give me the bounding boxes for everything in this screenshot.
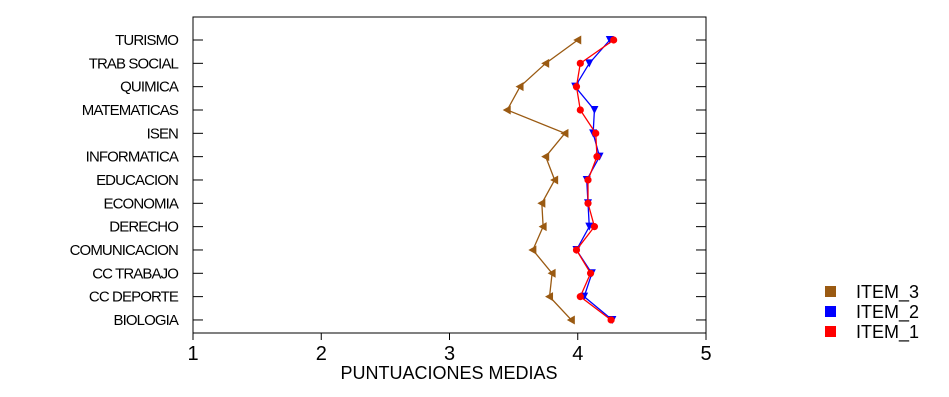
series-line: [574, 39, 613, 321]
x-axis-title: PUNTUACIONES MEDIAS: [340, 363, 557, 383]
data-point: [528, 245, 537, 255]
data-point: [585, 59, 594, 68]
legend-label: ITEM_2: [856, 302, 919, 323]
x-tick-label: 3: [444, 343, 455, 365]
data-point: [541, 58, 550, 68]
x-tick-label: 2: [316, 343, 327, 365]
data-point: [573, 35, 582, 45]
data-point: [576, 106, 584, 114]
data-point: [590, 223, 599, 231]
data-point: [545, 292, 554, 302]
data-point: [550, 175, 559, 185]
data-point: [610, 36, 618, 44]
category-label: ISEN: [147, 125, 178, 142]
data-point: [502, 105, 511, 115]
series-line: [506, 39, 579, 321]
category-label: EDUCACION: [96, 172, 178, 189]
category-label: TRAB SOCIAL: [89, 55, 179, 72]
category-label: QUIMICA: [120, 79, 179, 96]
category-label: CC TRABAJO: [92, 265, 178, 282]
category-label: TURISMO: [115, 32, 178, 49]
legend-label: ITEM_1: [856, 322, 919, 343]
category-label: COMUNICACION: [70, 242, 178, 259]
data-point: [584, 199, 592, 207]
data-point: [547, 268, 556, 278]
category-label: INFORMATICA: [86, 149, 179, 166]
data-point: [576, 59, 584, 67]
data-point: [538, 222, 547, 232]
data-point: [586, 269, 595, 277]
data-point: [541, 152, 550, 162]
x-tick-label: 1: [187, 343, 198, 365]
legend-swatch: [825, 326, 836, 337]
x-tick-label: 5: [700, 343, 711, 365]
legend-swatch: [825, 286, 836, 297]
series-layer: [502, 35, 618, 325]
legend-label: ITEM_3: [856, 282, 919, 303]
data-point: [593, 153, 601, 161]
y-axis: TURISMO TRAB SOCIAL QUIMICA MATEMATICAS ISEN…: [70, 32, 706, 329]
data-point: [566, 315, 575, 325]
category-label: MATEMATICAS: [82, 102, 179, 119]
x-tick-label: 4: [572, 343, 583, 365]
data-point: [607, 316, 615, 324]
category-label: ECONOMIA: [104, 195, 179, 212]
category-label: CC DEPORTE: [89, 289, 179, 306]
data-point: [572, 83, 581, 91]
series-line: [575, 39, 615, 321]
data-point: [572, 246, 581, 254]
data-point: [585, 222, 594, 231]
legend-swatch: [825, 306, 836, 317]
data-point: [560, 128, 569, 138]
data-point: [584, 176, 592, 184]
category-label: DERECHO: [109, 219, 178, 236]
data-point: [590, 105, 599, 114]
plot-frame: [192, 16, 707, 334]
data-point: [515, 82, 524, 92]
category-label: BIOLOGIA: [114, 312, 179, 329]
data-point: [537, 198, 546, 208]
data-point: [592, 129, 600, 137]
data-point: [576, 293, 584, 301]
x-axis: 1 2 3 4 5: [187, 333, 712, 365]
